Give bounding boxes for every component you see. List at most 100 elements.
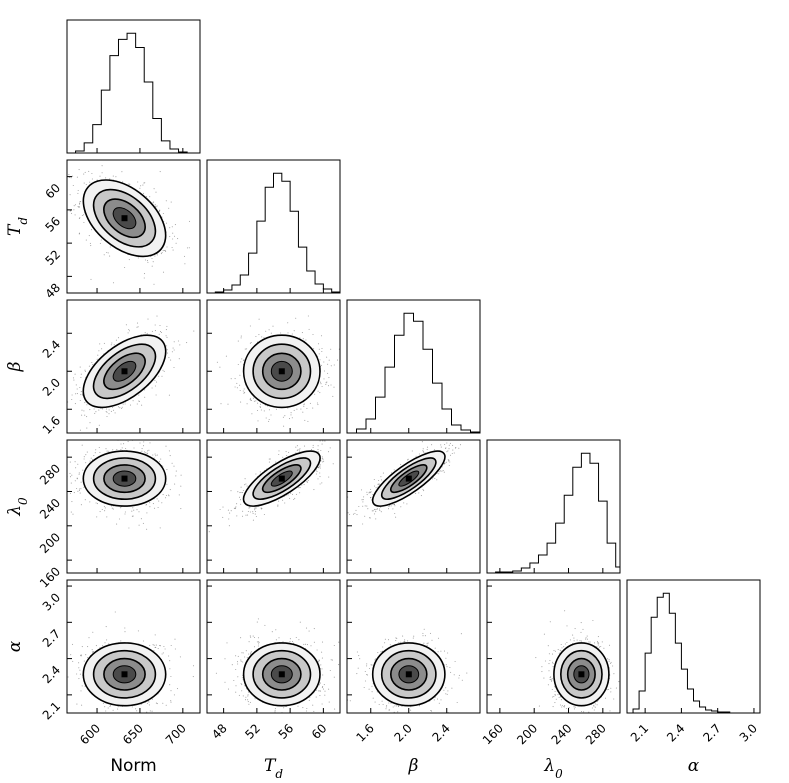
sample-point (261, 336, 263, 338)
sample-point (291, 493, 294, 495)
sample-point (378, 508, 381, 510)
sample-point (162, 494, 164, 496)
sample-point (132, 400, 134, 402)
sample-point (99, 511, 101, 513)
sample-point (89, 460, 91, 462)
sample-point (160, 253, 162, 255)
sample-point (100, 239, 102, 241)
sample-point (173, 366, 175, 369)
sample-point (74, 214, 76, 216)
sample-point (324, 440, 326, 442)
sample-point (125, 447, 127, 450)
sample-point (169, 455, 171, 457)
sample-point (143, 451, 145, 453)
sample-point (78, 233, 80, 235)
scatter-panel-norm-beta (66, 299, 201, 434)
sample-point (76, 487, 78, 490)
sample-point (92, 364, 94, 366)
sample-point (80, 200, 82, 203)
sample-point (440, 446, 442, 448)
sample-point (69, 476, 72, 478)
sample-point (322, 461, 324, 463)
sample-point (91, 361, 93, 364)
sample-point (108, 409, 110, 411)
sample-point (156, 205, 158, 207)
sample-point (180, 485, 182, 487)
sample-point (111, 505, 113, 507)
sample-point (246, 348, 248, 350)
sample-point (74, 480, 76, 482)
sample-point (330, 348, 332, 350)
sample-point (143, 273, 146, 275)
sample-point (239, 492, 241, 494)
sample-point (249, 511, 251, 513)
density-peak (278, 475, 285, 482)
sample-point (133, 447, 135, 449)
sample-point (91, 172, 93, 175)
sample-point (78, 217, 80, 220)
sample-point (127, 441, 129, 443)
sample-point (259, 403, 262, 405)
sample-point (165, 445, 167, 447)
sample-point (121, 447, 123, 449)
sample-point (76, 478, 78, 480)
sample-point (117, 406, 120, 408)
sample-point (268, 420, 270, 422)
sample-point (216, 361, 218, 363)
sample-point (307, 420, 309, 422)
sample-point (370, 496, 372, 499)
sample-point (299, 492, 301, 494)
sample-point (147, 318, 149, 320)
sample-point (146, 528, 148, 530)
sample-point (180, 508, 182, 510)
sample-point (93, 455, 95, 457)
sample-point (105, 177, 107, 179)
sample-point (236, 387, 238, 389)
sample-point (317, 445, 319, 447)
sample-point (132, 507, 134, 509)
sample-point (108, 413, 110, 415)
sample-point (101, 508, 103, 511)
sample-point (249, 342, 251, 344)
sample-point (446, 442, 448, 444)
sample-point (76, 176, 78, 178)
sample-point (235, 506, 237, 508)
sample-point (380, 476, 382, 478)
sample-point (291, 417, 293, 419)
sample-point (237, 340, 239, 342)
sample-point (169, 489, 171, 491)
sample-point (378, 479, 380, 482)
sample-point (426, 446, 429, 448)
sample-point (166, 246, 168, 248)
sample-point (142, 522, 144, 524)
sample-point (245, 514, 247, 516)
sample-point (168, 495, 170, 497)
sample-point (79, 366, 81, 368)
sample-point (85, 462, 87, 464)
sample-point (159, 324, 161, 327)
sample-point (91, 178, 93, 180)
sample-point (188, 247, 190, 249)
panel-frame-hist-alpha (626, 579, 761, 714)
sample-point (252, 397, 255, 399)
sample-point (123, 443, 125, 445)
sample-point (73, 205, 75, 207)
sample-point (115, 176, 117, 178)
sample-point (112, 508, 114, 510)
sample-point (168, 394, 170, 396)
sample-point (230, 510, 232, 512)
sample-point (255, 400, 257, 402)
sample-point (244, 478, 246, 480)
sample-point (85, 239, 87, 241)
sample-point (121, 406, 123, 408)
sample-point (256, 409, 259, 412)
sample-point (171, 226, 173, 228)
sample-point (400, 506, 402, 508)
sample-point (237, 491, 239, 493)
sample-point (124, 513, 126, 515)
sample-point (170, 201, 172, 203)
sample-point (155, 381, 158, 383)
sample-point (140, 518, 142, 520)
sample-point (75, 384, 77, 386)
sample-point (177, 340, 180, 342)
